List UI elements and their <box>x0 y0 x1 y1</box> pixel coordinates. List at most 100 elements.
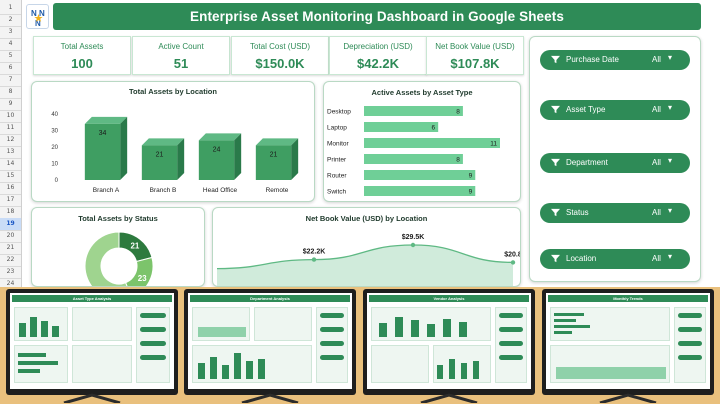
chevron-down-icon: ▾ <box>668 252 673 261</box>
row-number[interactable]: 19 <box>0 218 21 230</box>
kpi-card-total-assets: Total Assets 100 <box>33 36 131 75</box>
thumbnail-monthly-trends[interactable]: Monthly Trends <box>542 289 714 395</box>
data-label: 6 <box>432 125 436 132</box>
row-number[interactable]: 16 <box>6 184 15 191</box>
row-number[interactable]: 12 <box>6 136 15 143</box>
category-label: Router <box>327 173 347 180</box>
bar-top <box>255 138 299 146</box>
kpi-label: Total Cost (USD) <box>249 42 310 51</box>
filter-status[interactable]: Status All ▾ <box>540 203 690 223</box>
chart-panel-active-by-type: Active Assets by Asset Type Desktop 8 Lapt… <box>323 81 521 202</box>
svg-text:N: N <box>31 9 37 18</box>
row-divider <box>0 254 21 255</box>
row-number[interactable]: 21 <box>6 244 15 251</box>
mini-bar <box>210 357 217 379</box>
y-tick-label: 20 <box>51 145 58 151</box>
thumbnail-asset-type-analysis[interactable]: Asset Type Analysis <box>6 289 178 395</box>
mini-bar <box>411 320 419 337</box>
filter-asset-type[interactable]: Asset Type All ▾ <box>540 100 690 120</box>
data-label: 11 <box>490 141 497 148</box>
bar <box>84 123 121 180</box>
donut-slice <box>84 231 128 286</box>
bar <box>255 145 292 180</box>
row-number[interactable]: 7 <box>8 76 13 83</box>
row-number[interactable]: 18 <box>6 208 15 215</box>
filter-location[interactable]: Location All ▾ <box>540 249 690 269</box>
kpi-label: Net Book Value (USD) <box>435 42 515 51</box>
row-divider <box>0 170 21 171</box>
category-label: Desktop <box>327 109 351 116</box>
bar-chart-location: 40 30 20 10 0 34 Branch A 21 Branch B 24 Head Offi… <box>51 112 299 194</box>
row-number[interactable]: 23 <box>6 268 15 275</box>
row-divider <box>0 14 21 15</box>
thumbnail-title: Monthly Trends <box>548 295 708 302</box>
row-number[interactable]: 3 <box>8 28 13 35</box>
page-title: Enterprise Asset Monitoring Dashboard in… <box>190 9 564 24</box>
mini-filter <box>499 327 523 332</box>
area-line <box>216 244 514 270</box>
thumbnail-vendor-analysis[interactable]: Vendor Analysis <box>363 289 535 395</box>
row-number[interactable]: 4 <box>8 40 13 47</box>
row-number[interactable]: 9 <box>8 100 13 107</box>
chevron-down-icon: ▾ <box>668 103 673 112</box>
row-number[interactable]: 15 <box>6 172 15 179</box>
svg-text:N: N <box>39 9 45 18</box>
row-number[interactable]: 22 <box>6 256 15 263</box>
row-divider <box>0 206 21 207</box>
kpi-card-total-cost: Total Cost (USD) $150.0K <box>231 36 329 75</box>
row-divider <box>0 98 21 99</box>
filter-label: Purchase Date <box>566 55 619 64</box>
row-divider <box>0 230 21 231</box>
filter-icon <box>551 158 560 167</box>
area-chart-nbv: $22.2K $29.5K $20.8 <box>216 234 520 286</box>
mini-panel <box>72 307 132 341</box>
thumbnail-screen: Department Analysis <box>188 293 352 389</box>
chart-panel-assets-by-location: Total Assets by Location 40 30 20 10 0 34 Bran… <box>31 81 315 202</box>
donut-slice <box>124 256 154 286</box>
kpi-label: Depreciation (USD) <box>343 42 413 51</box>
row-divider <box>0 74 21 75</box>
monitor-stand <box>63 393 121 403</box>
row-number[interactable]: 14 <box>6 160 15 167</box>
row-number[interactable]: 5 <box>8 52 13 59</box>
row-number[interactable]: 11 <box>6 124 15 131</box>
x-tick-label: Branch B <box>150 187 177 194</box>
mini-bar <box>379 323 387 337</box>
row-number[interactable]: 13 <box>6 148 15 155</box>
filter-value: All <box>652 55 661 64</box>
mini-panel <box>371 345 429 383</box>
row-number[interactable]: 6 <box>8 64 13 71</box>
mini-bar <box>473 361 479 379</box>
kpi-value: $42.2K <box>357 56 399 71</box>
thumbnail-department-analysis[interactable]: Department Analysis <box>184 289 356 395</box>
thumbnail-screen: Monthly Trends <box>546 293 710 389</box>
chevron-down-icon: ▾ <box>668 206 673 215</box>
mini-bar <box>459 322 467 337</box>
mini-filter <box>678 355 702 360</box>
mini-bar <box>554 319 576 322</box>
mini-bar <box>18 361 58 365</box>
data-label: $29.5K <box>402 234 425 241</box>
area-fill <box>217 245 513 286</box>
donut-chart-status: 21 23 <box>84 231 154 286</box>
filter-purchase-date[interactable]: Purchase Date All ▾ <box>540 50 690 70</box>
mini-bar <box>18 369 40 373</box>
row-number[interactable]: 8 <box>8 88 13 95</box>
row-number[interactable]: 10 <box>6 112 15 119</box>
row-number[interactable]: 24 <box>6 280 15 287</box>
filter-department[interactable]: Department All ▾ <box>540 153 690 173</box>
mini-filter <box>140 341 166 346</box>
bar <box>364 170 476 180</box>
mini-filter <box>140 355 166 360</box>
row-number[interactable]: 17 <box>6 196 15 203</box>
row-divider <box>0 146 21 147</box>
row-number[interactable]: 20 <box>6 232 15 239</box>
row-number[interactable]: 1 <box>8 4 13 11</box>
mini-bar <box>554 325 590 328</box>
chart-title: Active Assets by Asset Type <box>371 88 473 97</box>
filter-panel: Purchase Date All ▾ Asset Type All ▾ Dep… <box>529 36 701 282</box>
mini-filter <box>320 341 344 346</box>
data-label: $22.2K <box>303 249 326 256</box>
row-number[interactable]: 2 <box>8 16 13 23</box>
